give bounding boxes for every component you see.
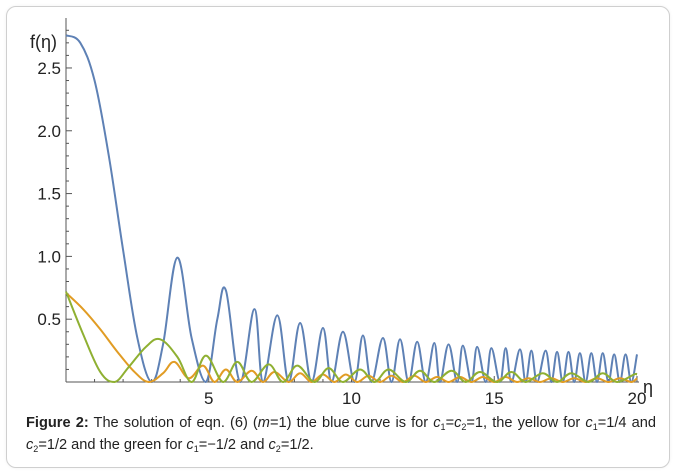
caption-sub: 2 bbox=[275, 444, 281, 454]
caption-var: c bbox=[454, 415, 462, 431]
caption-text-2: =1) the blue curve is for bbox=[269, 415, 434, 431]
series-line-3 bbox=[65, 291, 638, 383]
caption-var: c bbox=[186, 437, 194, 453]
caption-var: c bbox=[433, 415, 441, 431]
caption-sub: 2 bbox=[33, 444, 39, 454]
y-tick-label: 2.0 bbox=[37, 122, 61, 141]
x-tick-label: 5 bbox=[204, 389, 213, 408]
x-tick-label: 10 bbox=[342, 389, 361, 408]
caption-var: c bbox=[585, 415, 593, 431]
figure-card bbox=[6, 6, 670, 468]
caption-m: m bbox=[257, 415, 270, 431]
caption-label: Figure 2: bbox=[26, 415, 89, 431]
caption-sub: 2 bbox=[461, 422, 467, 432]
caption-text-3: =1, the yellow for bbox=[466, 415, 586, 431]
figure-caption: Figure 2: The solution of eqn. (6) (m=1)… bbox=[26, 412, 656, 456]
y-tick-label: 1.0 bbox=[37, 247, 61, 266]
caption-sub: 1 bbox=[193, 444, 199, 454]
caption-text-7: =1/2. bbox=[280, 437, 314, 453]
x-tick-label: 15 bbox=[485, 389, 504, 408]
y-tick-label: 2.5 bbox=[37, 59, 61, 78]
caption-text-6: =−1/2 and bbox=[198, 437, 269, 453]
caption-sub: 1 bbox=[440, 422, 446, 432]
x-axis-label: η bbox=[643, 377, 653, 397]
series-line-1 bbox=[65, 34, 638, 383]
series-layer bbox=[65, 34, 638, 383]
caption-text-1: The solution of eqn. (6) ( bbox=[88, 415, 258, 431]
chart: 5 10 15 20 0.5 1.0 1.5 2.0 2.5 f(η) η bbox=[30, 18, 653, 408]
caption-var: c bbox=[268, 437, 276, 453]
caption-eq: = bbox=[445, 415, 455, 431]
labels: f(η) η bbox=[30, 32, 653, 397]
x-tick-label: 20 bbox=[628, 389, 647, 408]
caption-text-4: =1/4 and bbox=[597, 415, 656, 431]
caption-sub: 1 bbox=[592, 422, 598, 432]
caption-text-5: =1/2 and the green for bbox=[38, 437, 187, 453]
axes: 5 10 15 20 0.5 1.0 1.5 2.0 2.5 bbox=[37, 18, 646, 408]
y-tick-label: 0.5 bbox=[37, 310, 61, 329]
y-axis-label: f(η) bbox=[30, 32, 57, 52]
caption-var: c bbox=[26, 437, 34, 453]
y-tick-label: 1.5 bbox=[37, 185, 61, 204]
